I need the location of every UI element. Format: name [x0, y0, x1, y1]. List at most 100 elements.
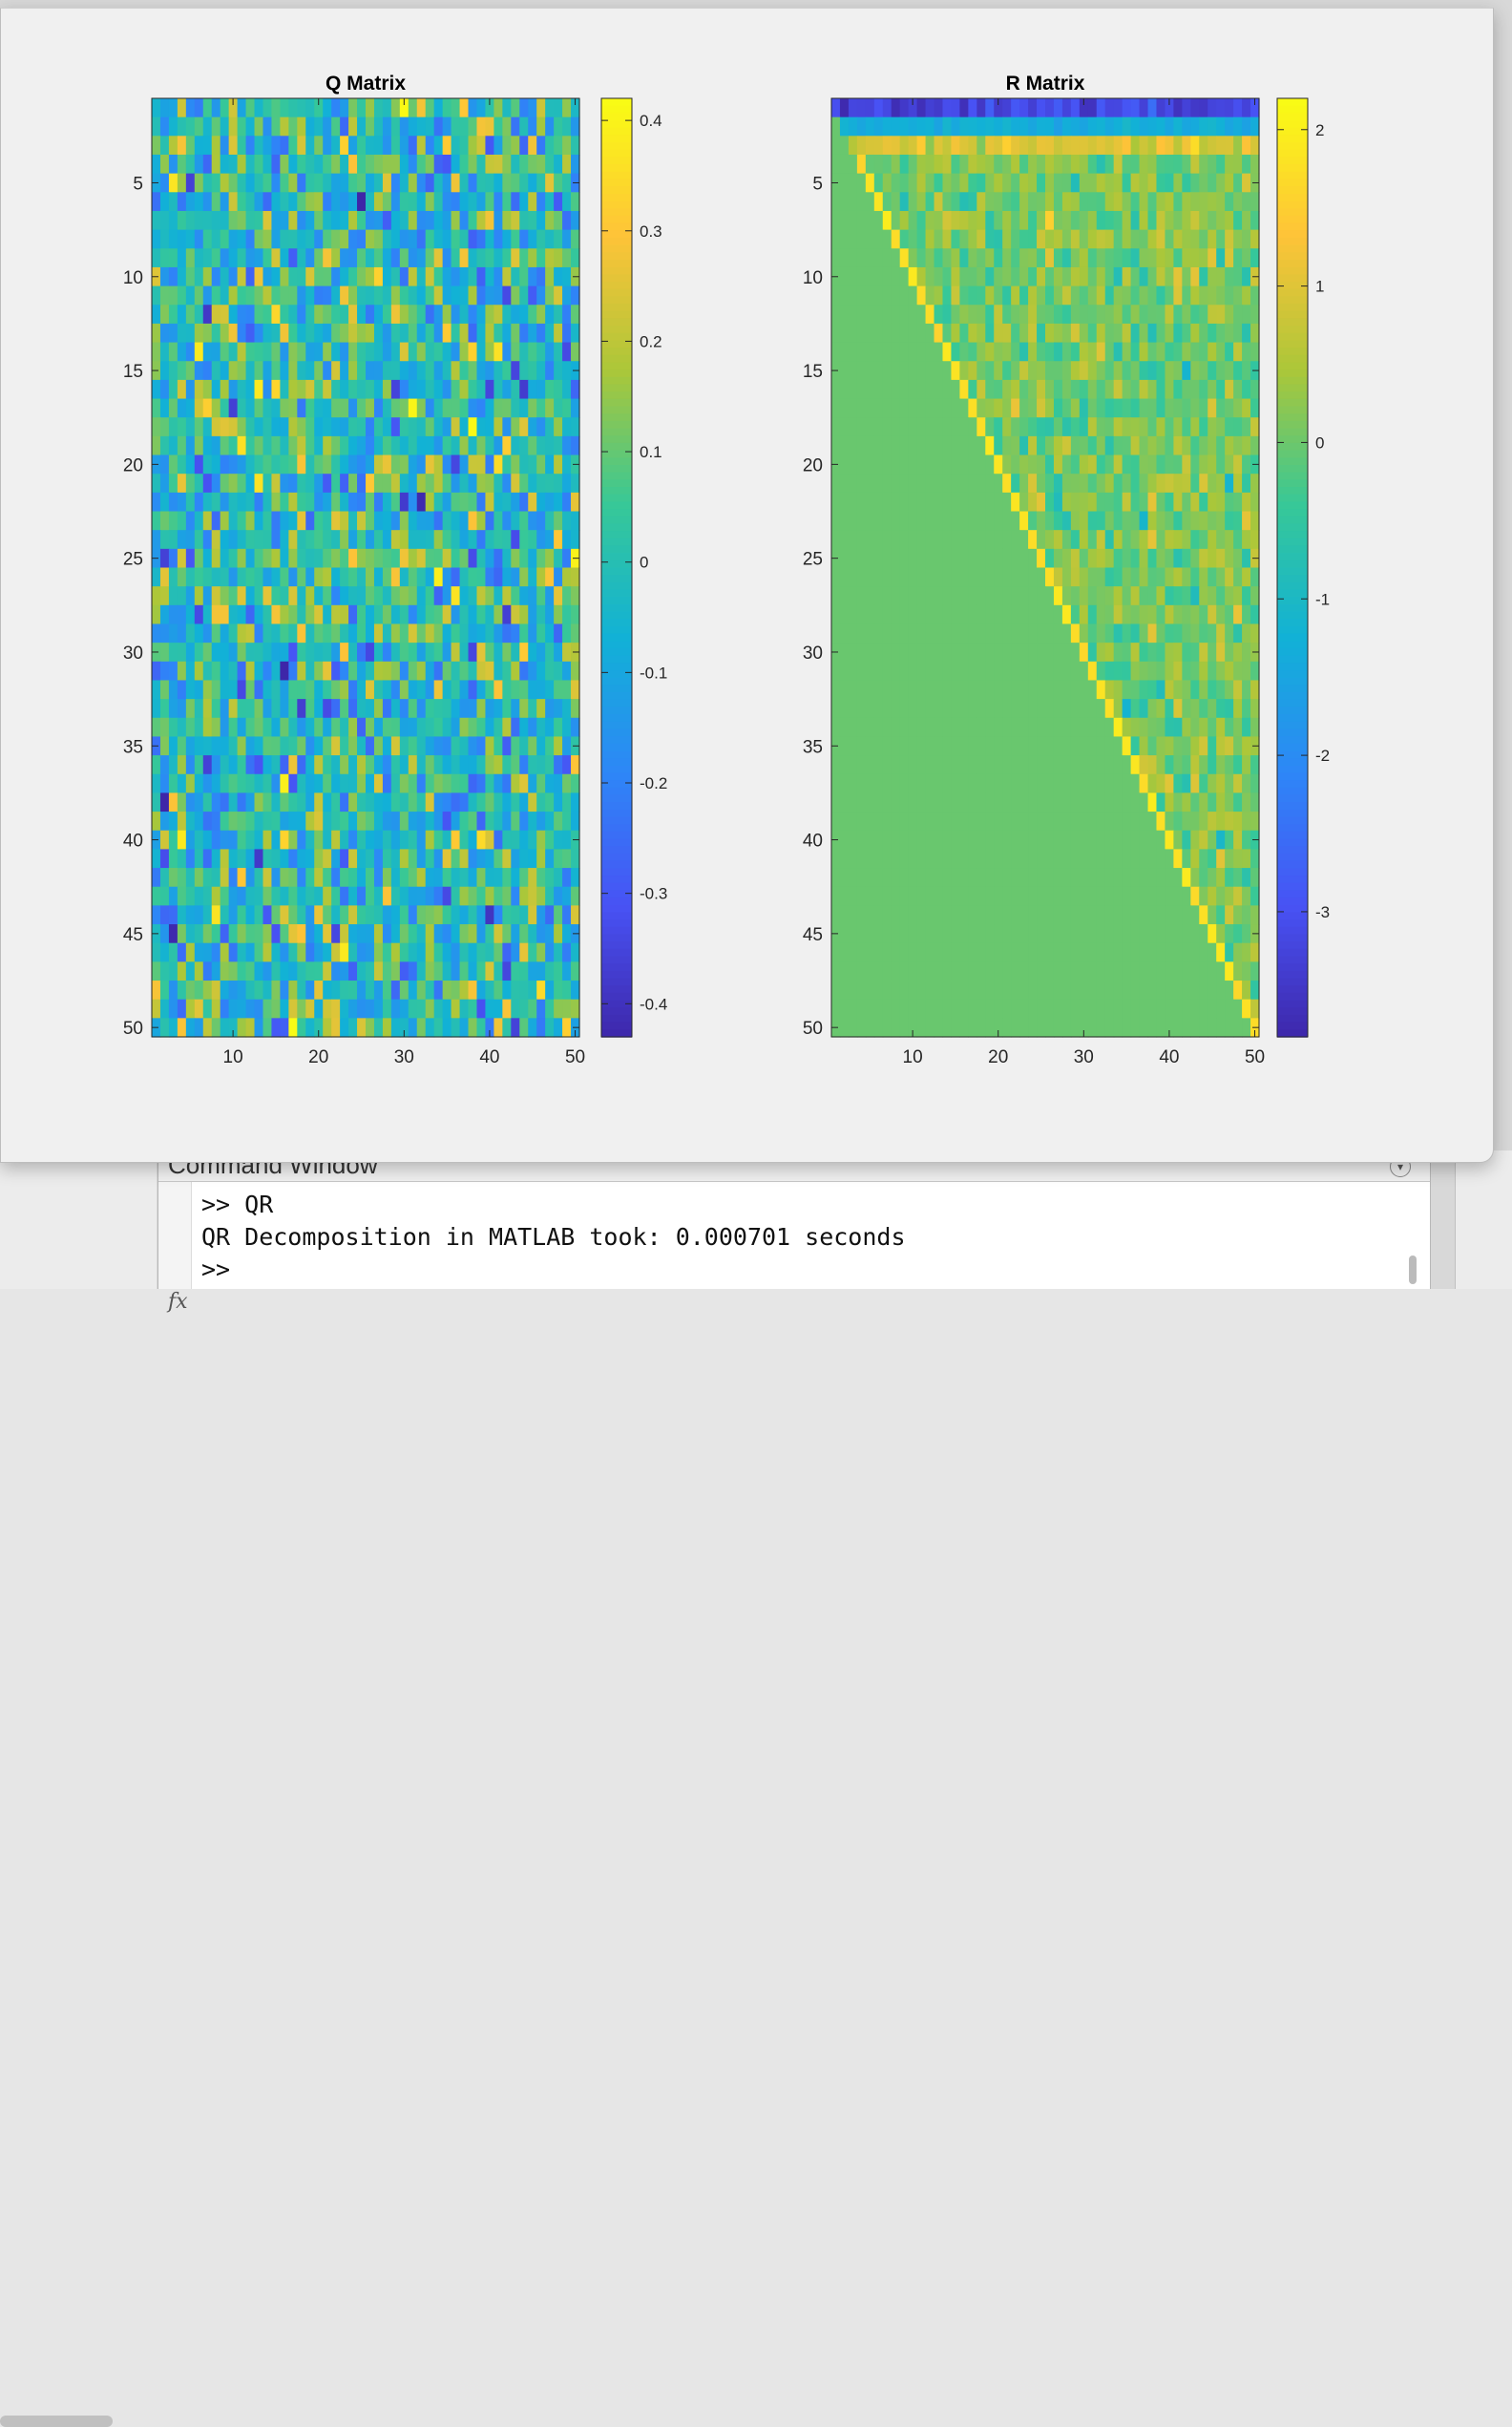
heatmap-cell: [280, 699, 289, 718]
heatmap-cell: [417, 136, 427, 155]
heatmap-cell: [1182, 549, 1191, 568]
heatmap-cell: [417, 643, 427, 662]
colorbar-step: [601, 626, 632, 634]
heatmap-cell: [340, 887, 349, 906]
heatmap-cell: [1208, 211, 1217, 230]
heatmap-cell: [348, 436, 358, 455]
heatmap-cell: [305, 436, 315, 455]
heatmap-cell: [469, 981, 478, 1000]
heatmap-cell: [1028, 605, 1038, 624]
heatmap-cell: [494, 248, 503, 267]
heatmap-cell: [169, 493, 178, 512]
command-window[interactable]: Command Window ▾ fx >> QR QR Decompositi…: [158, 1150, 1431, 1289]
heatmap-cell: [545, 623, 555, 643]
heatmap-cell: [305, 1000, 315, 1019]
heatmap-cell: [1054, 248, 1063, 267]
heatmap-cell: [1131, 643, 1141, 662]
heatmap-cell: [340, 849, 349, 868]
heatmap-cell: [238, 493, 247, 512]
heatmap-cell: [1182, 174, 1191, 193]
command-window-scrollbar[interactable]: [1409, 1256, 1417, 1284]
heatmap-cell: [1182, 530, 1191, 549]
heatmap-cell: [152, 192, 161, 211]
heatmap-cell: [1225, 887, 1234, 906]
heatmap-cell: [469, 662, 478, 681]
colorbar-step: [601, 311, 632, 319]
heatmap-cell: [186, 380, 196, 399]
heatmap-cell: [288, 981, 298, 1000]
heatmap-cell: [357, 230, 367, 249]
heatmap-cell: [229, 117, 239, 137]
heatmap-cell: [571, 305, 580, 324]
heatmap-cell: [391, 831, 401, 850]
heatmap-cell: [831, 436, 841, 455]
heatmap-cell: [1140, 286, 1149, 306]
heatmap-cell: [909, 774, 918, 793]
heatmap-cell: [409, 493, 418, 512]
heatmap-cell: [892, 549, 901, 568]
heatmap-cell: [288, 324, 298, 343]
heatmap-cell: [1105, 155, 1115, 174]
heatmap-cell: [883, 792, 892, 812]
heatmap-cell: [494, 380, 503, 399]
heatmap-cell: [434, 643, 444, 662]
left-panel-scrollbar[interactable]: [0, 2416, 113, 2427]
heatmap-cell: [238, 512, 247, 531]
heatmap-cell: [238, 905, 247, 924]
heatmap-cell: [383, 699, 392, 718]
heatmap-cell: [1062, 399, 1072, 418]
colorbar-step: [601, 179, 632, 186]
heatmap-cell: [452, 343, 461, 362]
heatmap-cell: [229, 755, 239, 774]
heatmap-cell: [160, 1018, 170, 1037]
heatmap-cell: [1250, 530, 1260, 549]
colorbar-step: [601, 641, 632, 648]
heatmap-cell: [1182, 568, 1191, 587]
heatmap-cell: [883, 343, 892, 362]
heatmap-cell: [1165, 305, 1174, 324]
heatmap-cell: [262, 718, 272, 737]
heatmap-cell: [374, 831, 384, 850]
heatmap-cell: [857, 643, 867, 662]
heatmap-cell: [494, 736, 503, 755]
heatmap-cell: [1148, 399, 1158, 418]
heatmap-cell: [1002, 792, 1012, 812]
heatmap-cell: [934, 736, 944, 755]
colorbar-step: [601, 1015, 632, 1023]
heatmap-cell: [1002, 436, 1012, 455]
heatmap-cell: [374, 417, 384, 436]
command-prompt[interactable]: >>: [201, 1256, 230, 1283]
heatmap-cell: [1002, 623, 1012, 643]
heatmap-cell: [942, 623, 952, 643]
heatmap-cell: [178, 493, 187, 512]
heatmap-cell: [874, 943, 884, 962]
heatmap-cell: [469, 305, 478, 324]
heatmap-cell: [1173, 849, 1183, 868]
heatmap-cell: [186, 174, 196, 193]
heatmap-cell: [554, 568, 563, 587]
heatmap-cell: [1190, 905, 1200, 924]
heatmap-cell: [909, 493, 918, 512]
heatmap-cell: [959, 887, 969, 906]
fx-icon[interactable]: fx: [168, 1290, 188, 1314]
heatmap-cell: [1037, 343, 1046, 362]
heatmap-cell: [1002, 493, 1012, 512]
heatmap-cell: [280, 774, 289, 793]
heatmap-cell: [831, 849, 841, 868]
heatmap-cell: [186, 549, 196, 568]
heatmap-cell: [1062, 699, 1072, 718]
heatmap-cell: [460, 924, 470, 943]
heatmap-cell: [1080, 286, 1089, 306]
heatmap-cell: [562, 361, 572, 380]
heatmap-cell: [417, 155, 427, 174]
colorbar-step: [601, 788, 632, 795]
heatmap-cell: [994, 174, 1003, 193]
heatmap-cell: [262, 399, 272, 418]
heatmap-cell: [374, 174, 384, 193]
heatmap-cell: [366, 605, 375, 624]
heatmap-cell: [169, 774, 178, 793]
heatmap-cell: [831, 792, 841, 812]
heatmap-cell: [494, 98, 503, 117]
heatmap-cell: [305, 887, 315, 906]
